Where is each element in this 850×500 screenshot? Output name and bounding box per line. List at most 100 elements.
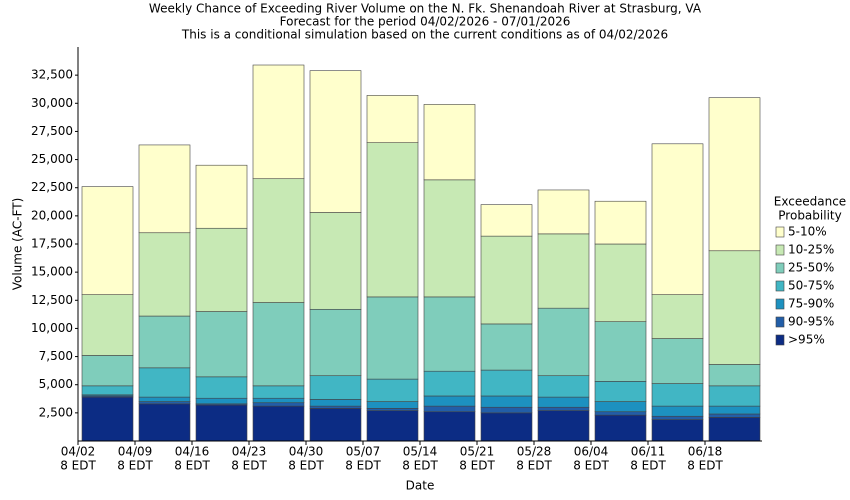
bar-segment <box>138 401 191 405</box>
legend-label: 10-25% <box>788 243 834 257</box>
bar-segment <box>480 412 533 442</box>
x-tick-label: 8 EDT <box>516 459 552 473</box>
bar-segment <box>480 406 533 414</box>
bar-segment <box>252 178 305 303</box>
bar-segment <box>252 397 305 404</box>
x-tick-label: 8 EDT <box>687 459 723 473</box>
x-tick-label: 04/30 <box>289 445 324 459</box>
bar-segment <box>81 385 134 396</box>
x-tick-label: 04/02 <box>61 445 96 459</box>
bar-segment <box>195 404 248 442</box>
legend-label: 90-95% <box>788 315 834 329</box>
bar-segment <box>309 405 362 409</box>
x-tick-label: 8 EDT <box>117 459 153 473</box>
x-tick-label: 05/21 <box>460 445 495 459</box>
y-tick-label: 10,000 <box>31 321 73 335</box>
bar-segment <box>480 204 533 237</box>
bar-segment <box>480 395 533 408</box>
bar-segment <box>423 179 476 298</box>
bar-segment <box>309 212 362 310</box>
legend-swatch <box>775 262 785 274</box>
bar-segment <box>366 142 419 298</box>
y-axis-label: Volume (AC-FT) <box>11 198 25 291</box>
bar-segment <box>423 370 476 397</box>
x-tick-label: 06/18 <box>688 445 723 459</box>
bar-segment <box>309 70 362 213</box>
bar-segment <box>594 401 647 413</box>
bar-segment <box>594 200 647 245</box>
bar-segment <box>81 355 134 387</box>
bar-segment <box>81 186 134 295</box>
x-tick-label: 8 EDT <box>630 459 666 473</box>
bar-segment <box>594 321 647 382</box>
bar-segment <box>309 408 362 442</box>
bar-segment <box>594 411 647 416</box>
legend-label: 25-50% <box>788 261 834 275</box>
legend-swatch <box>775 280 785 292</box>
bar-segment <box>708 97 761 252</box>
x-tick-label: 06/11 <box>631 445 666 459</box>
bar-segment <box>708 405 761 415</box>
bar-segment <box>252 405 305 442</box>
bar-segment <box>252 385 305 399</box>
bar-segment <box>537 410 590 442</box>
bar-segment <box>366 296 419 380</box>
x-tick-label: 04/09 <box>118 445 153 459</box>
x-tick-label: 8 EDT <box>345 459 381 473</box>
bar-segment <box>651 383 704 407</box>
bar-segment <box>708 417 761 442</box>
chart-subtitle: Forecast for the period 04/02/2026 - 07/… <box>280 15 571 29</box>
bar-segment <box>537 396 590 408</box>
bar-segment <box>366 378 419 402</box>
y-tick-label: 15,000 <box>31 265 73 279</box>
legend-swatch <box>775 298 785 310</box>
bar-segment <box>480 323 533 371</box>
x-tick-label: 8 EDT <box>459 459 495 473</box>
bar-segment <box>651 294 704 339</box>
bar-segment <box>138 396 191 402</box>
bar-segment <box>537 189 590 235</box>
legend-label: 75-90% <box>788 297 834 311</box>
bar-segment <box>252 402 305 407</box>
bar-segment <box>651 338 704 384</box>
bar-segment <box>423 104 476 181</box>
bar-segment <box>366 401 419 409</box>
bar-segment <box>138 367 191 398</box>
y-tick-label: 30,000 <box>31 96 73 110</box>
bar-segment <box>480 369 533 397</box>
legend-label: 5-10% <box>788 225 827 239</box>
x-tick-label: 05/07 <box>346 445 381 459</box>
bar-segment <box>537 406 590 411</box>
legend-title: Probability <box>778 209 841 223</box>
legend-swatch <box>775 334 785 346</box>
bar-segment <box>195 311 248 378</box>
y-tick-label: 32,500 <box>31 68 73 82</box>
legend-swatch <box>775 226 785 238</box>
bar-segment <box>195 164 248 229</box>
x-tick-label: 8 EDT <box>231 459 267 473</box>
chart-subtitle: This is a conditional simulation based o… <box>181 28 668 42</box>
bar-segment <box>480 235 533 325</box>
bar-segment <box>651 143 704 295</box>
bar-segment <box>195 376 248 399</box>
x-axis-label: Date <box>406 479 435 493</box>
bar-segment <box>423 395 476 407</box>
bar-segment <box>138 144 191 234</box>
bar-segment <box>138 232 191 317</box>
bar-segment <box>708 250 761 365</box>
x-tick-label: 05/28 <box>517 445 552 459</box>
bar-segment <box>195 397 248 405</box>
bar-segment <box>594 381 647 402</box>
bar-segment <box>138 403 191 442</box>
bar-segment <box>252 302 305 387</box>
x-tick-label: 8 EDT <box>288 459 324 473</box>
x-tick-label: 8 EDT <box>174 459 210 473</box>
y-tick-label: 5,000 <box>39 377 73 391</box>
x-tick-label: 04/23 <box>232 445 267 459</box>
x-tick-label: 05/14 <box>403 445 438 459</box>
bar-segment <box>309 308 362 377</box>
bar-segment <box>708 413 761 418</box>
legend-label: >95% <box>788 333 825 347</box>
y-tick-label: 20,000 <box>31 208 73 222</box>
